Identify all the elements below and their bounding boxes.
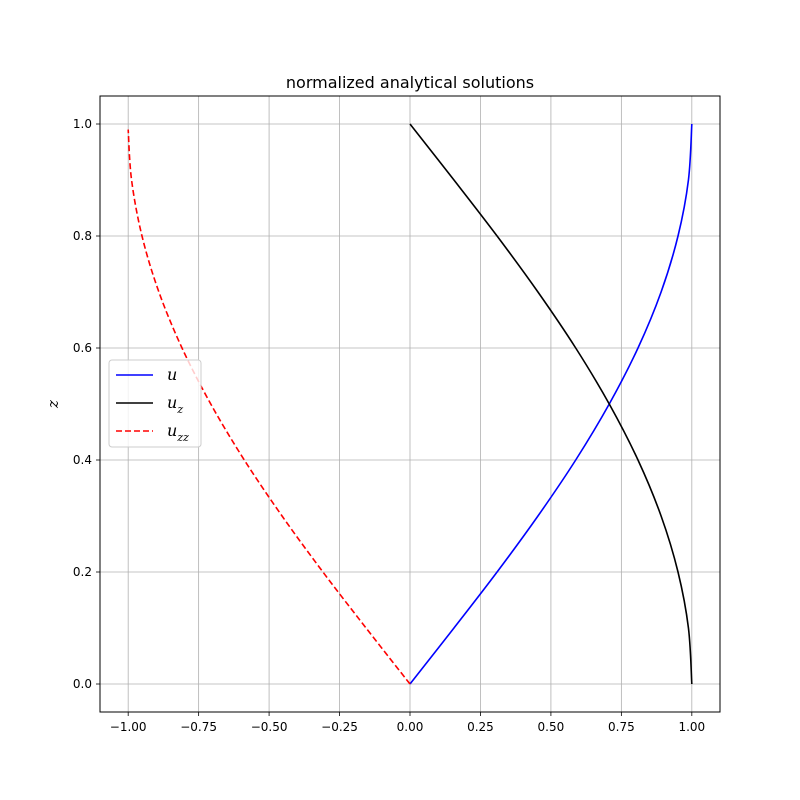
y-axis-label: z (44, 400, 62, 409)
series-line-u-z (409, 123, 693, 685)
x-tick-label: −0.50 (251, 720, 288, 734)
x-tick-label: 0.00 (397, 720, 424, 734)
y-tick-label: 0.2 (73, 565, 92, 579)
x-tick-label: 0.50 (538, 720, 565, 734)
y-tick-label: 0.4 (73, 453, 92, 467)
x-tick-label: 0.75 (608, 720, 635, 734)
chart-title: normalized analytical solutions (286, 73, 534, 92)
y-tick-label: 0.0 (73, 677, 92, 691)
y-tick-label: 1.0 (73, 117, 92, 131)
legend: u uz uzz (108, 359, 202, 448)
y-tick-label: 0.6 (73, 341, 92, 355)
legend-label-u-zz: uzz (167, 421, 189, 444)
legend-label-u-z: uz (167, 393, 183, 416)
x-axis-ticks: −1.00 −0.75 −0.50 −0.25 0.00 0.25 0.50 0.75 1.00 (110, 712, 705, 734)
series-line-u-zz (127, 129, 411, 685)
legend-label-u: u (167, 365, 177, 384)
y-tick-label: 0.8 (73, 229, 92, 243)
legend-box (108, 359, 202, 448)
plot-series (127, 123, 693, 685)
x-tick-label: 0.25 (467, 720, 494, 734)
x-tick-label: −0.25 (321, 720, 358, 734)
x-tick-label: −1.00 (110, 720, 147, 734)
y-axis-ticks: 0.0 0.2 0.4 0.6 0.8 1.0 (73, 117, 100, 691)
x-tick-label: 1.00 (678, 720, 705, 734)
x-tick-label: −0.75 (180, 720, 217, 734)
series-line-u (409, 123, 693, 685)
